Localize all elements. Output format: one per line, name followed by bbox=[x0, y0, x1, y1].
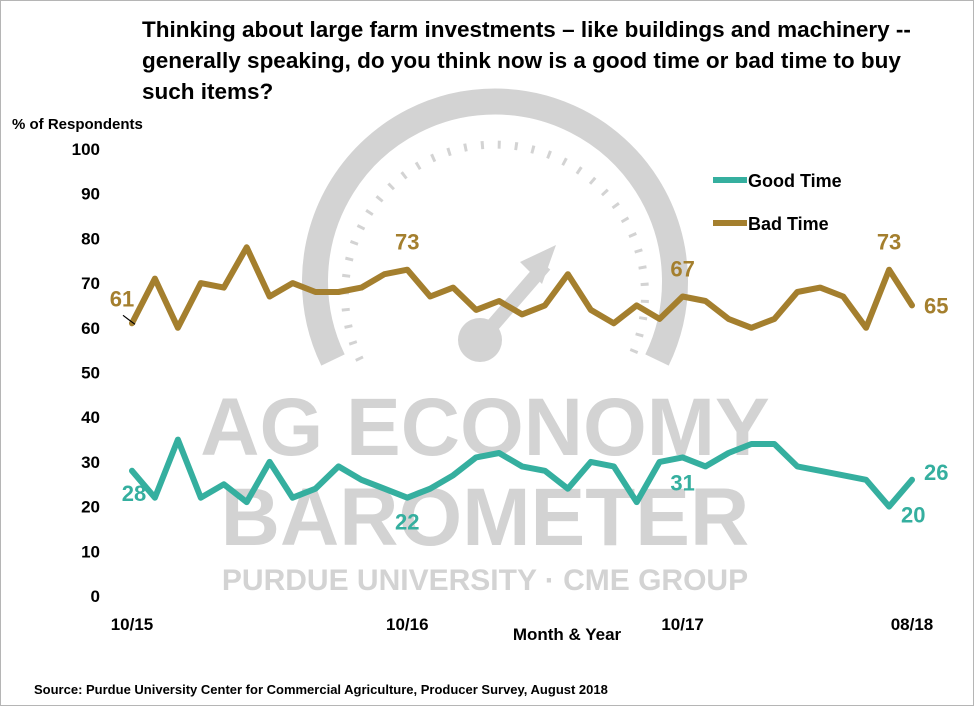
axes: 0 10 20 30 40 50 60 70 80 90 100 10/15 10/16 10/17 08/… bbox=[72, 140, 934, 634]
x-tick-label: 10/17 bbox=[661, 615, 704, 634]
watermark-line3: PURDUE UNIVERSITY · CME GROUP bbox=[222, 564, 748, 597]
data-label: 73 bbox=[877, 230, 901, 255]
data-label: 28 bbox=[122, 481, 146, 506]
data-label: 26 bbox=[924, 460, 948, 485]
source-note: Source: Purdue University Center for Com… bbox=[34, 682, 608, 697]
x-axis-label: Month & Year bbox=[513, 625, 622, 644]
y-tick-label: 0 bbox=[91, 587, 100, 606]
data-label: 65 bbox=[924, 293, 948, 318]
x-tick-label: 10/15 bbox=[111, 615, 154, 634]
y-tick-label: 60 bbox=[81, 319, 100, 338]
data-label: 22 bbox=[395, 510, 419, 535]
y-tick-label: 10 bbox=[81, 542, 100, 561]
series-line-good-time bbox=[129, 436, 915, 510]
y-tick-label: 90 bbox=[81, 185, 100, 204]
data-label: 20 bbox=[901, 503, 925, 528]
data-label: 61 bbox=[110, 286, 134, 311]
y-tick-label: 100 bbox=[72, 140, 100, 159]
legend-label: Bad Time bbox=[748, 214, 829, 234]
y-tick-label: 50 bbox=[81, 364, 100, 383]
y-tick-label: 80 bbox=[81, 229, 100, 248]
x-tick-label: 08/18 bbox=[891, 615, 934, 634]
data-labels: 61 73 67 73 65 28 22 31 20 26 bbox=[110, 230, 949, 535]
legend: Good Time Bad Time bbox=[713, 171, 842, 234]
series-line-bad-time bbox=[129, 244, 915, 331]
watermark-line2: BAROMETER bbox=[221, 472, 749, 563]
y-tick-label: 70 bbox=[81, 274, 100, 293]
data-label: 31 bbox=[670, 470, 694, 495]
watermark: AG ECONOMY BAROMETER PURDUE UNIVERSITY ·… bbox=[200, 88, 770, 597]
data-label: 67 bbox=[670, 257, 694, 282]
label-leader-line bbox=[122, 314, 136, 325]
y-tick-label: 20 bbox=[81, 498, 100, 517]
y-axis-label: % of Respondents bbox=[12, 116, 143, 133]
series-lines bbox=[129, 244, 915, 510]
chart-title: Thinking about large farm investments – … bbox=[142, 17, 911, 104]
gauge-icon bbox=[302, 88, 688, 366]
legend-label: Good Time bbox=[748, 171, 842, 191]
data-label: 73 bbox=[395, 230, 419, 255]
y-tick-label: 40 bbox=[81, 408, 100, 427]
y-tick-label: 30 bbox=[81, 453, 100, 472]
x-tick-label: 10/16 bbox=[386, 615, 429, 634]
